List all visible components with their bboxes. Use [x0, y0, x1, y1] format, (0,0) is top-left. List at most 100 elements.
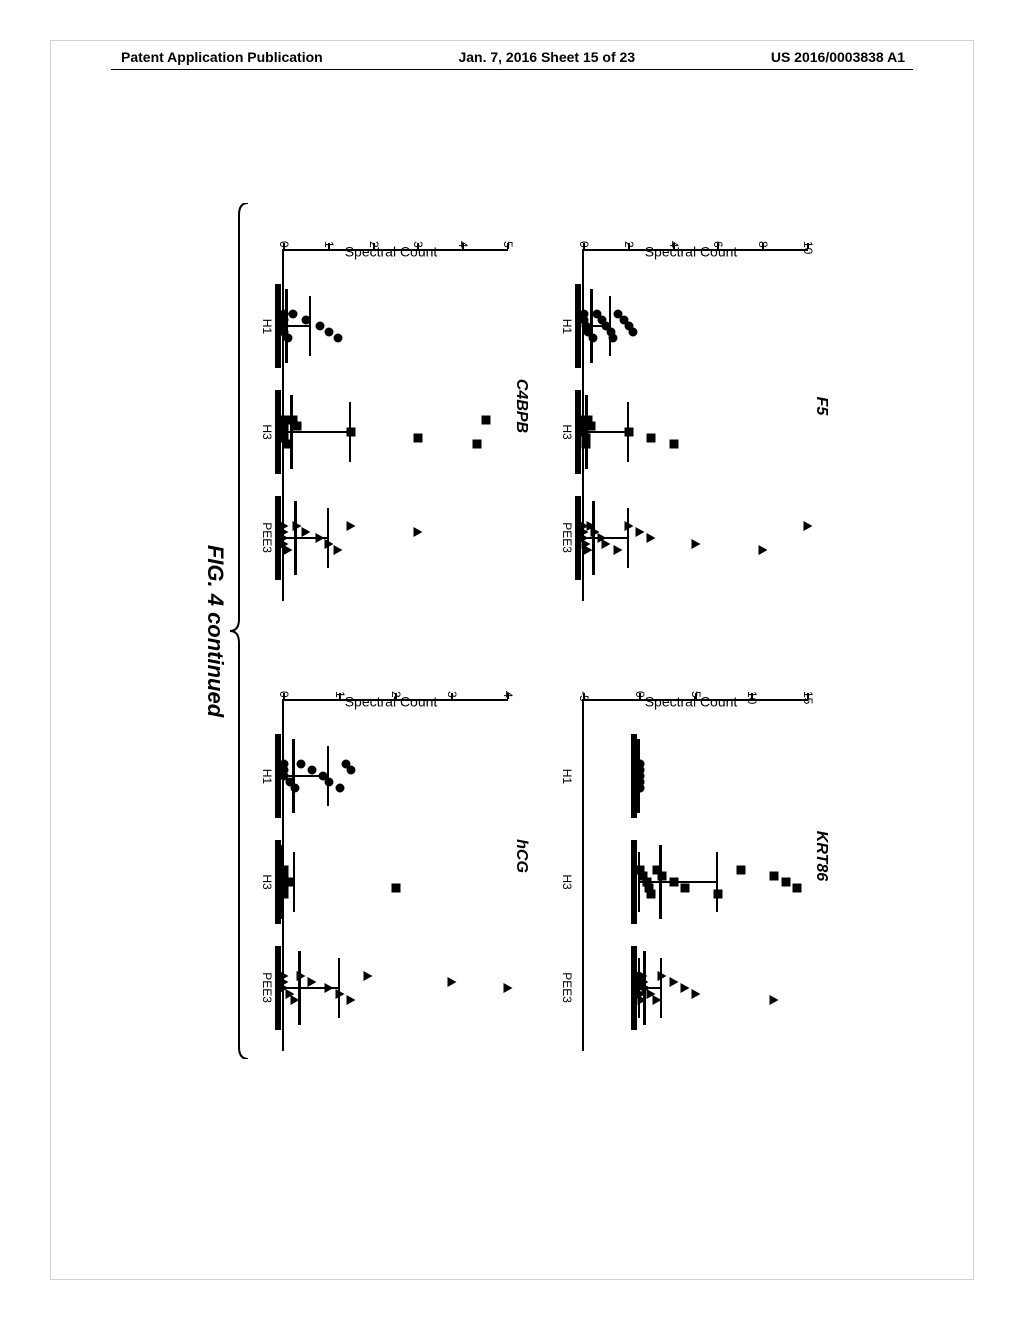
data-point [296, 760, 305, 769]
x-category-label: H3 [560, 874, 574, 889]
y-tick-label: 10 [745, 691, 759, 1041]
x-category-label: PEE3 [260, 972, 274, 1003]
data-point [280, 890, 289, 899]
median-line [298, 951, 301, 1025]
panel-f5: F5Spectral Count0246810H1H3PEE3 [556, 201, 826, 611]
data-point [647, 434, 656, 443]
data-point [781, 878, 790, 887]
y-tick-label: 2 [389, 691, 403, 1041]
data-point [302, 316, 311, 325]
data-point [609, 334, 618, 343]
data-point [308, 766, 317, 775]
figure-caption: FIG. 4 continued [202, 191, 228, 1071]
data-point [296, 971, 305, 981]
data-point [770, 995, 779, 1005]
median-line [592, 501, 595, 575]
data-point [293, 521, 302, 531]
plot-area: 01234H1H3PEE3 [284, 699, 508, 1051]
header-mid: Jan. 7, 2016 Sheet 15 of 23 [458, 49, 635, 65]
plot-area: 0246810H1H3PEE3 [584, 249, 808, 601]
data-point [638, 995, 647, 1005]
data-point [624, 428, 633, 437]
whisker-cap [638, 852, 640, 912]
x-category-label: PEE3 [560, 972, 574, 1003]
whisker [584, 431, 629, 433]
data-point [804, 521, 813, 531]
data-point [414, 527, 423, 537]
data-point [414, 434, 423, 443]
whisker-cap [660, 958, 662, 1018]
data-point [302, 527, 311, 537]
data-point [669, 977, 678, 987]
y-tick-label: 4 [667, 241, 681, 591]
data-point [584, 545, 593, 555]
figure-caption-prefix: FIG. 4 [203, 545, 228, 606]
header-rule [111, 69, 913, 70]
x-category-label: PEE3 [260, 522, 274, 553]
data-point [582, 440, 591, 449]
y-tick-label: 2 [367, 241, 381, 591]
y-tick-label: 4 [456, 241, 470, 591]
data-point [658, 872, 667, 881]
data-point [759, 545, 768, 555]
plot-area: 012345H1H3PEE3 [284, 249, 508, 601]
data-point [481, 416, 490, 425]
category-baseline-bar [575, 284, 581, 368]
figure-area: F5Spectral Count0246810H1H3PEE3KRT86Spec… [181, 241, 851, 1021]
data-point [347, 521, 356, 531]
median-line [290, 395, 293, 469]
data-point [291, 995, 300, 1005]
data-point [291, 784, 300, 793]
x-category-label: H3 [560, 424, 574, 439]
data-point [602, 539, 611, 549]
median-line [294, 501, 297, 575]
data-point [284, 440, 293, 449]
data-point [324, 328, 333, 337]
data-point [736, 866, 745, 875]
data-point [315, 322, 324, 331]
data-point [324, 983, 333, 993]
data-point [636, 527, 645, 537]
whisker-cap [327, 508, 329, 568]
y-tick-label: 15 [801, 691, 815, 1041]
data-point [658, 971, 667, 981]
data-point [613, 545, 622, 555]
x-category-label: H1 [560, 319, 574, 334]
header-left: Patent Application Publication [121, 49, 323, 65]
panel-krt86: KRT86Spectral Count-5051015H1H3PEE3 [556, 651, 826, 1061]
plot-area: -5051015H1H3PEE3 [584, 699, 808, 1051]
data-point [392, 884, 401, 893]
x-category-label: PEE3 [560, 522, 574, 553]
whisker-cap [716, 852, 718, 912]
y-tick-label: -5 [577, 691, 591, 1041]
data-point [308, 977, 317, 987]
x-category-label: H3 [260, 424, 274, 439]
data-point [636, 784, 645, 793]
data-point [652, 995, 661, 1005]
whisker-cap [627, 508, 629, 568]
data-point [448, 977, 457, 987]
x-category-label: H1 [560, 769, 574, 784]
data-point [770, 872, 779, 881]
panel-hcg: hCGSpectral Count01234H1H3PEE3 [256, 651, 526, 1061]
median-line [292, 739, 295, 813]
data-point [692, 539, 701, 549]
y-tick-label: 6 [711, 241, 725, 591]
x-category-label: H1 [260, 769, 274, 784]
data-point [284, 334, 293, 343]
y-tick-label: 8 [756, 241, 770, 591]
data-point [586, 422, 595, 431]
page-frame: Patent Application Publication Jan. 7, 2… [50, 40, 974, 1280]
data-point [692, 989, 701, 999]
data-point [588, 334, 597, 343]
data-point [714, 890, 723, 899]
data-point [647, 533, 656, 543]
figure-rotated-wrapper: F5Spectral Count0246810H1H3PEE3KRT86Spec… [196, 191, 836, 1071]
data-point [333, 545, 342, 555]
median-line [659, 845, 662, 919]
data-point [680, 884, 689, 893]
data-point [324, 539, 333, 549]
whisker-cap [338, 958, 340, 1018]
header-right: US 2016/0003838 A1 [771, 49, 905, 65]
y-axis [584, 249, 808, 251]
